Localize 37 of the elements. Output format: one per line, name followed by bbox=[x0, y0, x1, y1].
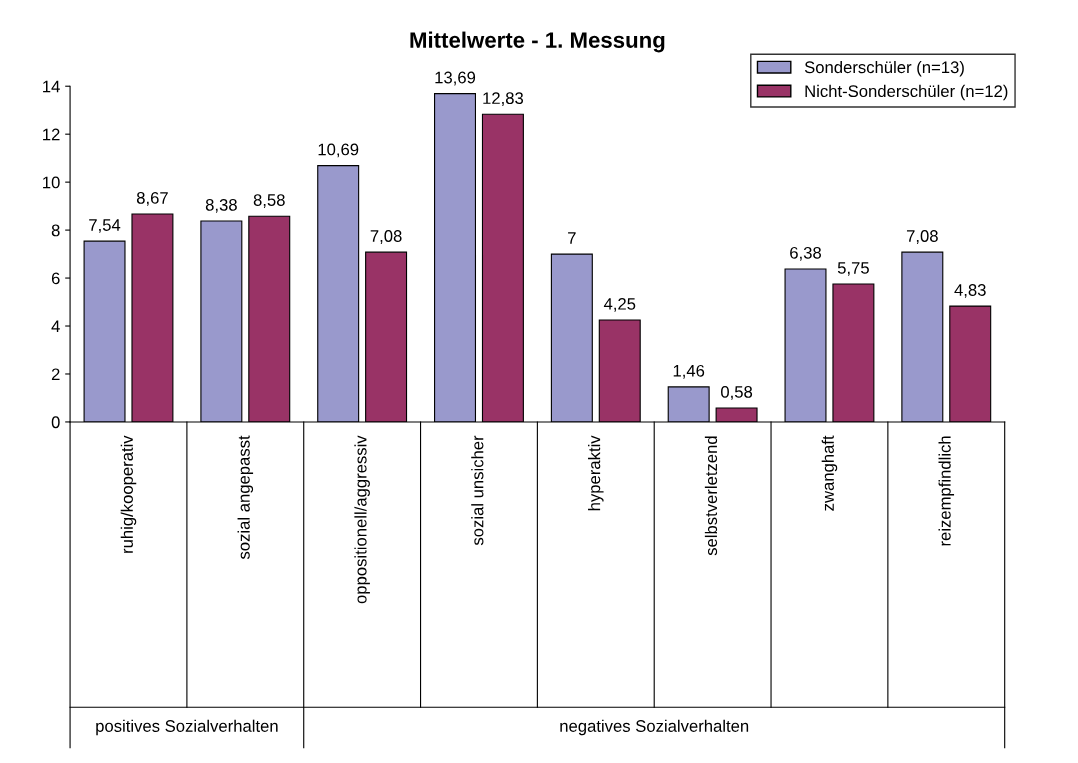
y-tick-label: 8 bbox=[51, 224, 60, 237]
data-label: 10,69 bbox=[318, 143, 359, 158]
data-label: 13,69 bbox=[435, 71, 476, 86]
x-tick-label: reizempfindlich bbox=[938, 436, 955, 546]
legend-label: Sonderschüler (n=13) bbox=[804, 60, 964, 77]
data-label: 7 bbox=[568, 232, 576, 244]
data-label: 4,25 bbox=[603, 297, 636, 312]
text: positives Sozialverhalten bbox=[96, 719, 278, 736]
y-tick-label: 0 bbox=[51, 416, 60, 429]
data-label: 1,46 bbox=[673, 364, 705, 379]
x-tick-label: selbstverletzend bbox=[704, 436, 718, 556]
x-tick-label: sozial angepasst bbox=[237, 435, 254, 560]
y-tick-label: 6 bbox=[51, 272, 60, 285]
chart-title: Mittelwerte - 1. Messung bbox=[410, 31, 665, 53]
x-tick-label: hyperaktiv bbox=[588, 435, 604, 511]
data-label: 4,83 bbox=[954, 284, 986, 298]
data-label: 5,75 bbox=[837, 262, 869, 276]
x-tick-label: zwanghaft bbox=[821, 435, 838, 511]
data-label: 7,08 bbox=[370, 230, 402, 244]
data-label: 6,38 bbox=[790, 246, 821, 261]
y-tick-label: 4 bbox=[51, 320, 60, 333]
legend-label: Nicht-Sonderschüler (n=12) bbox=[805, 84, 1008, 101]
x-tick-label: sozial unsicher bbox=[471, 435, 484, 546]
y-tick-label: 12 bbox=[43, 128, 60, 141]
data-label: 0,58 bbox=[721, 385, 753, 400]
data-label: 8,58 bbox=[253, 194, 285, 208]
data-label: 7,08 bbox=[906, 230, 938, 244]
data-label: 8,38 bbox=[205, 198, 237, 213]
y-tick-label: 14 bbox=[43, 80, 60, 93]
x-tick-label: ruhig/kooperativ bbox=[120, 435, 137, 553]
data-label: 7,54 bbox=[89, 219, 121, 233]
y-tick-label: 10 bbox=[43, 176, 60, 189]
data-label: 8,67 bbox=[136, 191, 168, 206]
text: negatives Sozialverhalten bbox=[560, 719, 749, 736]
x-tick-label: oppositionell/aggressiv bbox=[354, 435, 370, 604]
y-tick-label: 2 bbox=[51, 368, 60, 381]
data-label: 12,83 bbox=[483, 92, 524, 107]
